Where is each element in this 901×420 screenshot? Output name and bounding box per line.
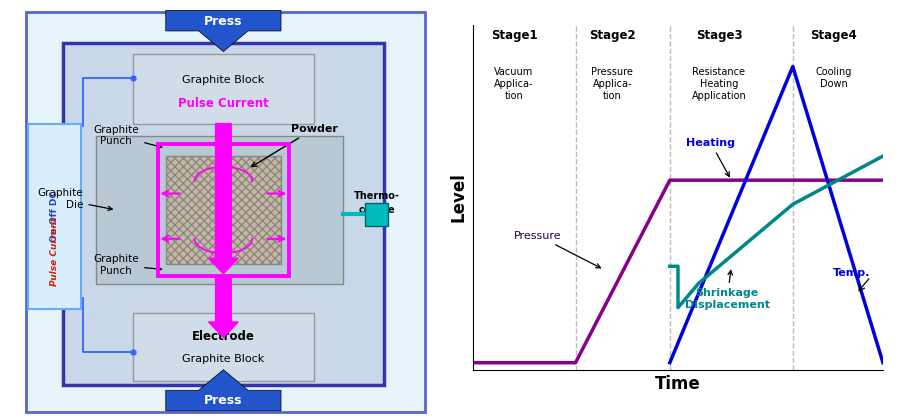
Text: Electrode: Electrode <box>192 330 255 343</box>
Text: Graphite
Die: Graphite Die <box>38 188 113 210</box>
FancyArrow shape <box>208 276 238 338</box>
Text: Press: Press <box>205 15 242 28</box>
Text: Stage3: Stage3 <box>696 29 742 42</box>
Text: Pulse Current: Pulse Current <box>178 97 268 110</box>
X-axis label: Time: Time <box>655 375 701 393</box>
FancyBboxPatch shape <box>28 123 81 309</box>
Text: Temp.: Temp. <box>833 268 870 278</box>
Y-axis label: Level: Level <box>450 173 468 222</box>
Text: Stage2: Stage2 <box>589 29 636 42</box>
Polygon shape <box>166 10 281 52</box>
Text: Graphite Block: Graphite Block <box>182 75 265 85</box>
Text: Pulse Current: Pulse Current <box>50 217 59 286</box>
Text: Powder: Powder <box>251 124 337 167</box>
FancyBboxPatch shape <box>132 54 314 123</box>
Text: Pressure: Pressure <box>514 231 600 268</box>
Text: Cooling
Down: Cooling Down <box>815 66 852 89</box>
Text: Graphite
Punch: Graphite Punch <box>94 254 161 276</box>
Text: Resistance
Heating
Application: Resistance Heating Application <box>692 66 746 101</box>
Text: On-Off DC: On-Off DC <box>50 191 59 241</box>
Text: Vacuum
Applica-
tion: Vacuum Applica- tion <box>495 66 533 101</box>
FancyBboxPatch shape <box>366 202 388 226</box>
FancyBboxPatch shape <box>132 313 314 381</box>
Text: Shrinkage
Displacement: Shrinkage Displacement <box>685 270 769 310</box>
Text: Stage4: Stage4 <box>810 29 857 42</box>
FancyArrow shape <box>208 123 238 274</box>
FancyBboxPatch shape <box>26 13 425 412</box>
Text: Graphite Block: Graphite Block <box>182 354 265 364</box>
Bar <box>166 157 281 263</box>
Text: Pressure
Applica-
tion: Pressure Applica- tion <box>591 66 633 101</box>
Polygon shape <box>166 370 281 411</box>
Text: Stage1: Stage1 <box>491 29 537 42</box>
FancyBboxPatch shape <box>96 136 342 284</box>
Text: Heating: Heating <box>687 138 735 176</box>
Text: Graphite
Punch: Graphite Punch <box>94 125 161 148</box>
FancyBboxPatch shape <box>63 43 384 385</box>
Text: Thermo-: Thermo- <box>354 191 400 201</box>
Text: couple: couple <box>359 205 396 215</box>
Text: Press: Press <box>205 394 242 407</box>
